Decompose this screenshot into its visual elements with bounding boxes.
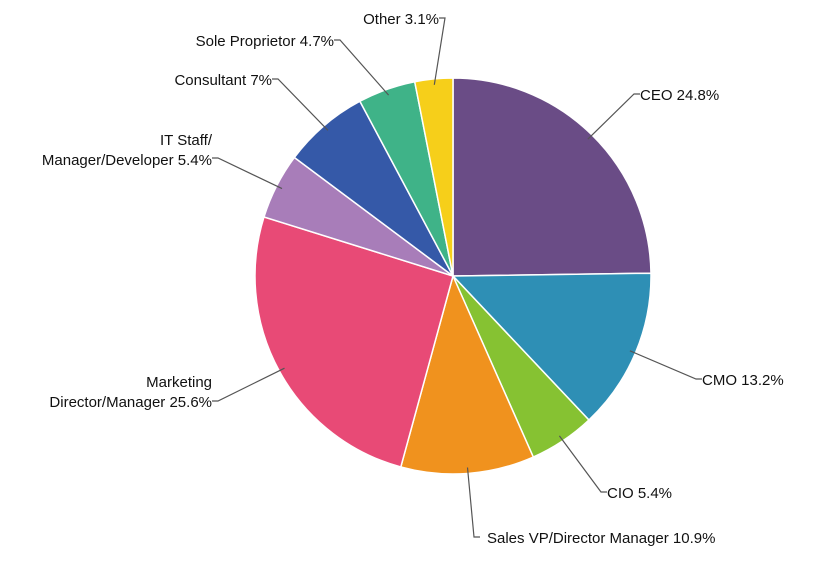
leader-line-other xyxy=(433,17,446,85)
leader-line-marketing-director-manager xyxy=(212,367,285,402)
slice-labels: CEO 24.8% CMO 13.2% CIO 5.4% Sales VP/Direc… xyxy=(42,11,784,547)
leader-lines xyxy=(212,17,702,538)
leader-line-ceo xyxy=(587,93,640,140)
slice-label-it-staff-manager-developer-line-2: Manager/Developer 5.4% xyxy=(42,152,212,169)
leader-line-cio xyxy=(558,435,607,493)
slice-label-it-staff-manager-developer-line-1: IT Staff/ xyxy=(160,132,213,149)
slice-label-other: Other 3.1% xyxy=(363,11,439,28)
pie-slice-ceo xyxy=(452,77,652,277)
slice-label-marketing-director-manager-line-1: Marketing xyxy=(146,374,212,391)
slice-label-sales-vp-director-manager: Sales VP/Director Manager 10.9% xyxy=(487,530,715,547)
slice-label-cmo: CMO 13.2% xyxy=(702,372,784,389)
leader-line-consultant xyxy=(272,78,329,131)
pie-slice-other xyxy=(413,77,454,277)
pie-slices xyxy=(254,77,652,475)
leader-line-it-staff-manager-developer xyxy=(212,157,283,190)
leader-line-cmo xyxy=(629,350,702,380)
slice-label-ceo: CEO 24.8% xyxy=(640,87,719,104)
slice-label-cio: CIO 5.4% xyxy=(607,485,672,502)
slice-label-sole-proprietor: Sole Proprietor 4.7% xyxy=(196,33,334,50)
leader-line-sole-proprietor xyxy=(334,39,390,96)
leader-line-sales-vp-director-manager xyxy=(466,467,480,538)
slice-label-marketing-director-manager-line-2: Director/Manager 25.6% xyxy=(49,394,212,411)
slice-label-consultant: Consultant 7% xyxy=(174,72,272,89)
